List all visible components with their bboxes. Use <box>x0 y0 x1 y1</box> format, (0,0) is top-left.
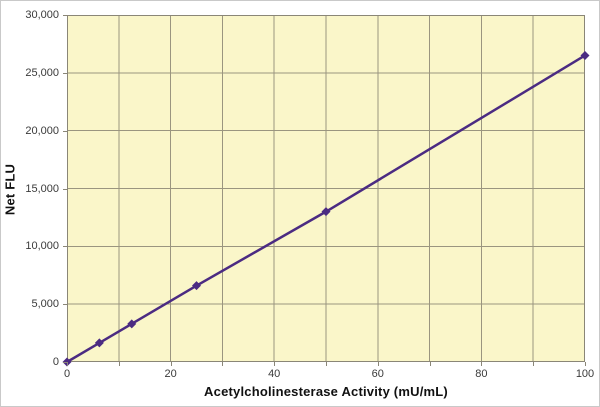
y-tick-label: 15,000 <box>25 182 59 195</box>
x-tick-label: 60 <box>371 368 384 380</box>
tick-mark <box>585 362 586 366</box>
plot-canvas <box>62 15 590 367</box>
y-tick-label: 5,000 <box>31 298 59 311</box>
tick-mark <box>481 362 482 366</box>
tick-mark <box>222 362 223 366</box>
x-axis-title: Acetylcholinesterase Activity (mU/mL) <box>204 384 448 399</box>
data-point-marker <box>94 338 104 348</box>
y-tick-label: 0 <box>52 356 59 368</box>
x-tick-label: 100 <box>575 368 595 380</box>
tick-mark <box>63 362 67 363</box>
tick-mark <box>119 362 120 366</box>
x-tick-label: 20 <box>164 368 177 380</box>
tick-mark <box>63 189 67 190</box>
data-point-marker <box>580 50 590 60</box>
data-point-marker <box>321 207 331 217</box>
tick-mark <box>430 362 431 366</box>
data-line <box>65 54 587 364</box>
y-tick-label: 10,000 <box>25 240 59 253</box>
x-tick-label: 80 <box>475 368 488 380</box>
data-point-marker <box>192 281 201 291</box>
tick-mark <box>533 362 534 366</box>
x-tick-label: 0 <box>63 368 71 380</box>
tick-mark <box>63 131 67 132</box>
plot-area <box>62 15 590 367</box>
tick-mark <box>63 73 67 74</box>
tick-mark <box>67 362 68 366</box>
y-tick-label: 30,000 <box>25 9 59 21</box>
x-tick-label: 40 <box>268 368 281 380</box>
tick-mark <box>274 362 275 366</box>
tick-mark <box>326 362 327 366</box>
tick-mark <box>63 15 67 16</box>
tick-mark <box>378 362 379 366</box>
plot-border <box>67 15 585 362</box>
y-tick-label: 20,000 <box>25 124 59 137</box>
tick-mark <box>63 304 67 305</box>
data-point-marker <box>127 319 137 329</box>
tick-mark <box>171 362 172 366</box>
y-tick-label: 25,000 <box>25 66 59 79</box>
tick-mark <box>63 246 67 247</box>
